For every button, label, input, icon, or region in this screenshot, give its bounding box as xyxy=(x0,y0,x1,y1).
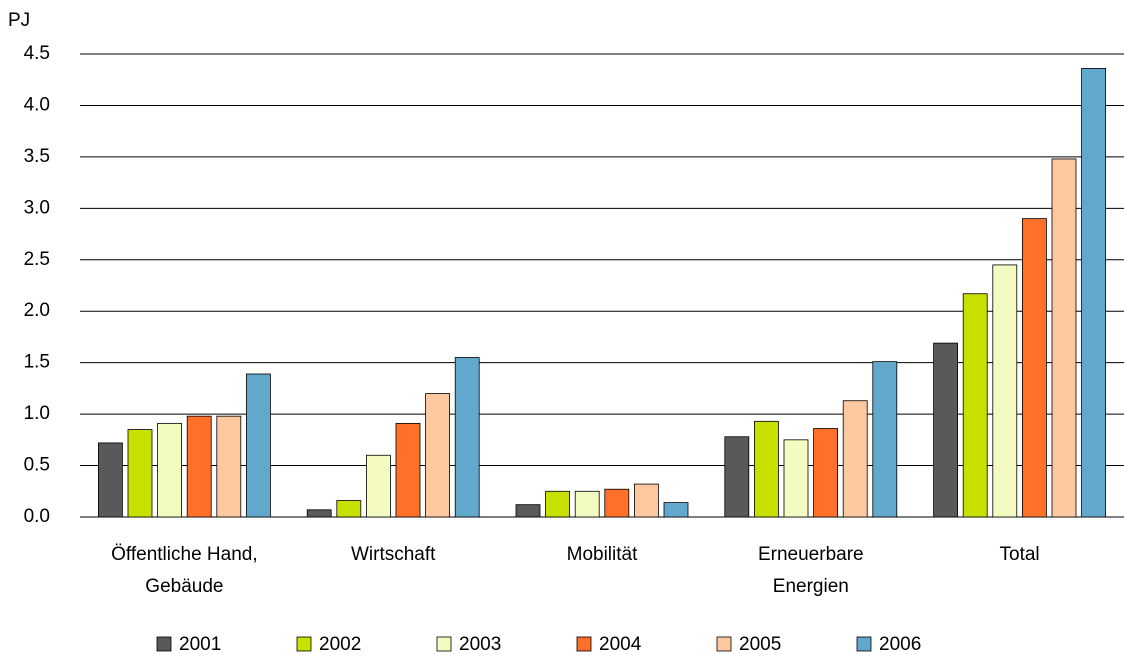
y-tick-label: 1.5 xyxy=(24,352,50,373)
bar xyxy=(306,509,332,518)
bar xyxy=(425,393,451,518)
bar xyxy=(604,488,630,518)
bar xyxy=(245,373,271,518)
bar xyxy=(634,483,659,518)
x-tick-label: Gebäude xyxy=(145,576,223,597)
bar xyxy=(574,490,600,518)
bar xyxy=(216,415,242,518)
legend-label: 2006 xyxy=(879,634,921,655)
legend-swatch xyxy=(856,636,872,652)
x-tick-label: Mobilität xyxy=(567,544,638,565)
bar xyxy=(962,293,988,518)
x-tick-label: Erneuerbare xyxy=(758,544,864,565)
y-tick-label: 2.5 xyxy=(24,249,50,270)
y-tick-label: 3.0 xyxy=(24,197,50,218)
bar xyxy=(1051,158,1077,518)
bar xyxy=(515,504,541,518)
bar xyxy=(186,415,212,518)
bar xyxy=(127,429,153,518)
bar xyxy=(783,439,809,518)
bar xyxy=(754,420,779,518)
bar xyxy=(336,500,362,518)
y-tick-label: 0.0 xyxy=(24,506,50,527)
legend-swatch xyxy=(436,636,452,652)
legend-swatch xyxy=(716,636,732,652)
legend-swatch xyxy=(156,636,172,652)
legend-label: 2003 xyxy=(459,634,501,655)
bar xyxy=(724,436,750,518)
bar xyxy=(813,428,838,518)
bar xyxy=(395,422,421,518)
y-tick-label: 0.5 xyxy=(24,455,50,476)
bar xyxy=(157,422,183,518)
legend-swatch xyxy=(576,636,592,652)
bar xyxy=(992,264,1018,518)
y-tick-label: 4.0 xyxy=(24,94,50,115)
bar xyxy=(842,400,868,518)
bar xyxy=(545,490,570,518)
bar xyxy=(454,357,480,518)
bar xyxy=(663,502,689,518)
bar xyxy=(1081,68,1106,518)
legend-label: 2004 xyxy=(599,634,642,655)
y-axis-label: PJ xyxy=(8,10,30,31)
y-tick-label: 3.5 xyxy=(24,146,50,167)
bar xyxy=(933,342,958,518)
legend-label: 2002 xyxy=(319,634,361,655)
legend-label: 2005 xyxy=(739,634,781,655)
x-tick-label: Energien xyxy=(773,576,849,597)
bar xyxy=(98,442,123,518)
bar xyxy=(365,454,391,518)
x-tick-label: Wirtschaft xyxy=(351,544,436,565)
legend-label: 2001 xyxy=(179,634,221,655)
y-tick-label: 4.5 xyxy=(24,43,50,64)
bar xyxy=(872,361,898,518)
x-tick-label: Total xyxy=(1000,544,1040,565)
y-tick-label: 1.0 xyxy=(24,403,50,424)
x-tick-label: Öffentliche Hand, xyxy=(111,544,257,565)
bar xyxy=(1022,218,1047,518)
legend-swatch xyxy=(296,636,312,652)
y-tick-label: 2.0 xyxy=(24,300,50,321)
